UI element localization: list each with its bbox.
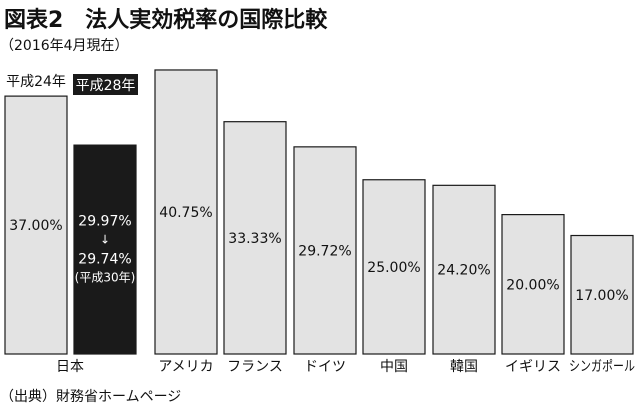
source-note: （出典）財務省ホームページ [0,389,181,405]
data-label-4: 29.72% [298,243,351,259]
bar-country-2 [154,69,218,355]
bar-country-8 [570,234,634,355]
category-label-3: ドイツ [304,359,346,375]
data-label-japan-h30-note: (平成30年) [75,271,136,285]
category-label-5: 韓国 [450,359,478,375]
bar-country-4 [293,146,357,355]
data-label-5: 25.00% [367,260,420,276]
category-label-0: 日本 [56,359,84,375]
data-label-japan-h30: 29.74% [78,252,131,268]
bar-country-5 [362,179,426,355]
bar-country-7 [501,214,565,355]
category-label-7: シンガポール [569,359,635,375]
legend-h28: 平成28年 [76,78,136,94]
data-label-8: 17.00% [575,288,628,304]
category-label-2: フランス [227,359,283,375]
bar-country-6 [432,184,496,355]
data-label-2: 40.75% [159,205,212,221]
data-label-7: 20.00% [506,277,559,293]
bar-country-3 [223,121,287,355]
data-label-arrow: ↓ [100,233,110,247]
chart-title: 図表2 法人実効税率の国際比較 [4,7,328,33]
data-label-3: 33.33% [228,231,281,247]
bar-japan-h24 [4,95,68,355]
legend-h28-box [73,74,138,95]
data-label-0: 37.00% [9,218,62,234]
category-label-4: 中国 [380,359,408,375]
data-label-japan-h28: 29.97% [78,214,131,230]
bar-japan-h28 [73,144,137,355]
category-label-6: イギリス [505,359,561,375]
data-label-6: 24.20% [437,263,490,279]
bars-layer: 37.00% 29.97% ↓ 29.74% (平成30年) 40.75% 33.33% 29… [4,69,635,375]
legend-h24: 平成24年 [6,74,66,90]
chart-subtitle: （2016年4月現在） [0,38,129,54]
category-label-1: アメリカ [158,359,213,375]
